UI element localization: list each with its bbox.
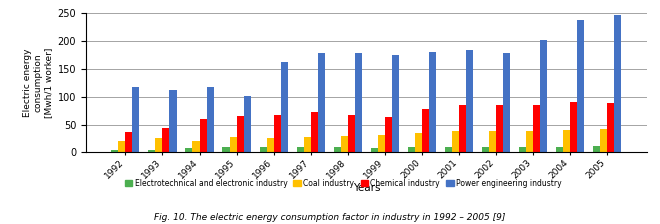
Bar xyxy=(334,147,341,152)
Bar xyxy=(452,131,459,152)
Bar xyxy=(280,62,288,152)
Bar xyxy=(371,148,378,152)
Bar xyxy=(230,137,236,152)
X-axis label: Years: Years xyxy=(352,183,380,193)
Bar xyxy=(348,114,355,152)
Bar xyxy=(482,147,489,152)
Bar xyxy=(519,147,526,152)
Bar xyxy=(503,54,510,152)
Bar xyxy=(578,20,584,152)
Bar xyxy=(274,114,280,152)
Bar xyxy=(556,147,563,152)
Bar xyxy=(392,55,399,152)
Bar xyxy=(445,147,452,152)
Bar xyxy=(304,137,311,152)
Bar xyxy=(496,105,503,152)
Bar xyxy=(236,116,244,152)
Bar xyxy=(341,136,348,152)
Bar xyxy=(170,90,176,152)
Bar xyxy=(207,87,214,152)
Bar xyxy=(429,52,436,152)
Bar xyxy=(459,105,466,152)
Bar xyxy=(533,105,540,152)
Bar xyxy=(570,102,578,152)
Bar xyxy=(185,148,193,152)
Bar xyxy=(317,54,325,152)
Bar xyxy=(133,87,139,152)
Bar xyxy=(526,131,533,152)
Bar xyxy=(563,130,570,152)
Bar xyxy=(311,112,317,152)
Bar xyxy=(600,129,607,152)
Bar xyxy=(593,146,600,152)
Bar xyxy=(408,147,415,152)
Bar xyxy=(193,141,199,152)
Bar xyxy=(415,133,422,152)
Bar xyxy=(378,135,385,152)
Bar xyxy=(162,128,170,152)
Bar xyxy=(466,50,473,152)
Bar xyxy=(385,117,392,152)
Legend: Electrotechnical and electronic industry, Coal industry, Chemical industry, Powe: Electrotechnical and electronic industry… xyxy=(121,176,565,191)
Bar xyxy=(199,119,207,152)
Bar xyxy=(222,147,230,152)
Y-axis label: Electric energy
consumption
[Mwh/1 worker]: Electric energy consumption [Mwh/1 worke… xyxy=(24,48,53,118)
Bar xyxy=(296,147,304,152)
Bar xyxy=(607,103,614,152)
Bar xyxy=(540,40,547,152)
Bar xyxy=(267,138,274,152)
Bar xyxy=(112,150,118,152)
Bar xyxy=(422,109,429,152)
Text: Fig. 10. The electric energy consumption factor in industry in 1992 – 2005 [9]: Fig. 10. The electric energy consumption… xyxy=(154,213,506,222)
Bar xyxy=(355,54,362,152)
Bar xyxy=(489,131,496,152)
Bar xyxy=(155,138,162,152)
Bar xyxy=(125,132,133,152)
Bar xyxy=(259,147,267,152)
Bar xyxy=(118,141,125,152)
Bar xyxy=(614,15,621,152)
Bar xyxy=(148,150,155,152)
Bar xyxy=(244,96,251,152)
